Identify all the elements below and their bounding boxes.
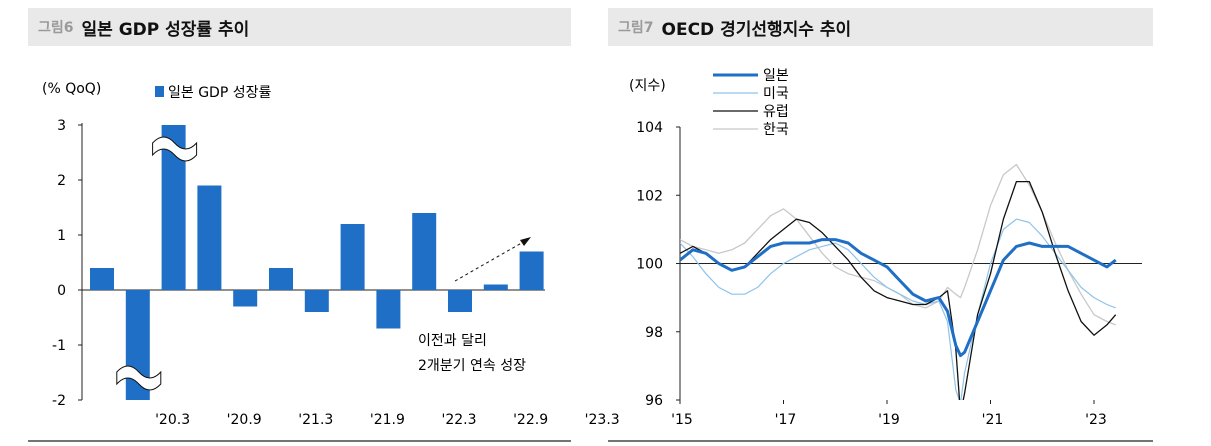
y-tick-label: 98 bbox=[645, 325, 663, 341]
y-tick-label: -2 bbox=[52, 393, 66, 409]
annotation-arrow bbox=[454, 240, 526, 282]
y-unit-label: (지수) bbox=[629, 78, 666, 94]
figure-label: 그림7 bbox=[618, 20, 654, 36]
bar bbox=[233, 290, 258, 307]
panel-header-2: 그림7 OECD 경기선행지수 추이 bbox=[608, 8, 1153, 46]
arrow-head bbox=[520, 237, 531, 246]
legend-swatch bbox=[155, 86, 164, 97]
series-line-2 bbox=[680, 218, 1116, 400]
chart-title: OECD 경기선행지수 추이 bbox=[661, 19, 852, 40]
bar bbox=[376, 290, 401, 329]
axis-break-marker bbox=[152, 136, 198, 162]
y-tick-label: 96 bbox=[645, 393, 663, 409]
x-tick-label: '21.9 bbox=[370, 412, 405, 428]
x-tick-label: '20.9 bbox=[227, 412, 262, 428]
legend-label: 한국 bbox=[763, 122, 789, 138]
y-tick-label: 0 bbox=[57, 283, 66, 299]
y-tick-label: -1 bbox=[52, 338, 66, 354]
legend-label: 일본 bbox=[763, 68, 789, 84]
legend-label: 미국 bbox=[763, 86, 789, 102]
y-tick-label: 2 bbox=[57, 173, 66, 189]
x-tick-label: '20.3 bbox=[155, 412, 190, 428]
figure-label: 그림6 bbox=[38, 20, 74, 36]
panel-header-1: 그림6 일본 GDP 성장률 추이 bbox=[28, 8, 571, 46]
series-line-1 bbox=[680, 238, 1117, 358]
bar bbox=[340, 224, 365, 290]
bar bbox=[90, 268, 114, 290]
y-tick-label: 1 bbox=[57, 228, 66, 244]
y-tick-label: 104 bbox=[636, 120, 663, 136]
series-line-3 bbox=[680, 180, 1117, 400]
x-tick-label: '21.3 bbox=[298, 412, 333, 428]
bar bbox=[197, 185, 222, 290]
bar bbox=[448, 290, 472, 312]
annotation-text: 2개분기 연속 성장 bbox=[418, 358, 526, 374]
x-tick-label: '15 bbox=[671, 412, 693, 428]
x-tick-label: '21 bbox=[982, 412, 1004, 428]
y-unit-label: (% QoQ) bbox=[42, 81, 101, 97]
bar bbox=[483, 284, 508, 290]
bar bbox=[519, 251, 544, 290]
bar bbox=[304, 290, 329, 312]
x-tick-label: '19 bbox=[878, 412, 900, 428]
x-tick-label: '22.9 bbox=[513, 412, 548, 428]
legend-label: 유럽 bbox=[763, 104, 789, 120]
x-tick-label: '17 bbox=[775, 412, 797, 428]
bar bbox=[269, 268, 293, 290]
annotation-text: 이전과 달리 bbox=[418, 333, 487, 349]
axis-break-marker bbox=[116, 365, 162, 391]
chart-title: 일본 GDP 성장률 추이 bbox=[81, 19, 250, 40]
y-tick-label: 102 bbox=[636, 188, 663, 204]
y-tick-label: 100 bbox=[636, 257, 663, 273]
x-tick-label: '23.3 bbox=[585, 412, 620, 428]
x-tick-label: '23 bbox=[1085, 412, 1107, 428]
y-tick-label: 3 bbox=[57, 118, 66, 134]
legend-label: 일본 GDP 성장률 bbox=[168, 85, 271, 101]
x-tick-label: '22.3 bbox=[441, 412, 476, 428]
bar bbox=[412, 213, 437, 290]
